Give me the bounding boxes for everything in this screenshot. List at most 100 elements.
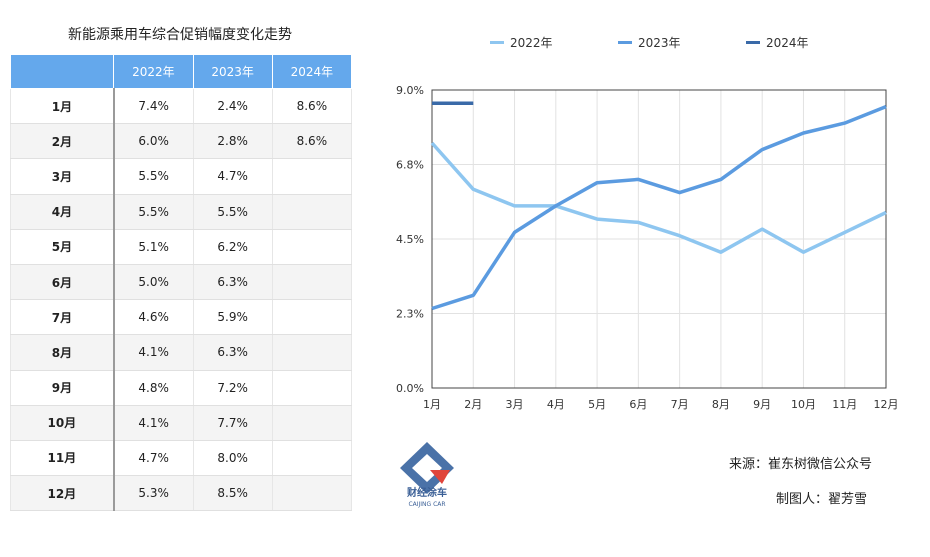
table-cell: 8.6% (272, 123, 353, 160)
table-row-header: 6月 (9, 264, 115, 301)
table-cell: 8.0% (193, 440, 273, 477)
table-cell: 7.4% (112, 88, 194, 125)
table-cell: 4.7% (193, 158, 273, 195)
table-cell (272, 370, 353, 406)
table-row: 12月 5.3% 8.5% (9, 475, 353, 512)
table-cell (272, 264, 353, 301)
table-cell: 5.5% (112, 158, 194, 195)
table-row: 4月 5.5% 5.5% (9, 194, 353, 230)
table-row-header: 2月 (9, 123, 115, 160)
table-cell: 2.8% (193, 123, 273, 160)
x-tick-label: 3月 (506, 398, 524, 411)
table-row-header: 4月 (9, 194, 115, 230)
table-cell: 4.7% (112, 440, 194, 477)
table-cell (272, 158, 353, 195)
legend-item-2024: 2024年 (746, 34, 809, 51)
legend-swatch (618, 41, 632, 44)
table-row-header: 1月 (9, 88, 115, 125)
line-chart: 0.0% 2.3% 4.5% 6.8% 9.0% 1月 2月 3月 4月 5月 6月 7月 8月 9月 10… (396, 84, 899, 411)
logo-text: 财经涂车 (406, 486, 447, 499)
table-cell: 5.0% (112, 264, 194, 301)
table-title: 新能源乘用车综合促销幅度变化走势 (68, 27, 292, 43)
table-cell (272, 194, 353, 230)
table-cell: 5.9% (193, 299, 273, 336)
x-tick-label: 1月 (423, 398, 441, 411)
legend-label: 2022年 (510, 36, 553, 50)
plot-frame (431, 89, 887, 389)
table-cell (272, 229, 353, 265)
table-cell: 2.4% (193, 88, 273, 125)
table-cell (272, 334, 353, 371)
table-header-cell: 2023年 (192, 54, 273, 89)
table-row-header: 9月 (9, 370, 115, 406)
table-header-cell (9, 54, 115, 89)
legend-swatch (746, 41, 760, 44)
y-tick-label: 0.0% (396, 382, 424, 395)
source-text: 来源：崔东树微信公众号 (729, 457, 873, 472)
x-tick-label: 4月 (547, 398, 565, 411)
table-row-header: 12月 (9, 475, 115, 512)
table-row: 10月 4.1% 7.7% (9, 405, 353, 441)
table-row-header: 10月 (9, 405, 115, 441)
table-cell: 5.5% (193, 194, 273, 230)
table-cell: 8.5% (193, 475, 273, 512)
table-cell: 4.1% (112, 334, 194, 371)
table-cell (272, 299, 353, 336)
logo-sub-text: CAIJING CAR (408, 501, 445, 508)
table-row: 7月 4.6% 5.9% (9, 299, 353, 336)
table-cell (272, 475, 353, 512)
table-cell: 6.3% (193, 334, 273, 371)
table-cell: 4.8% (112, 370, 194, 406)
x-tick-label: 6月 (629, 398, 647, 411)
table-header-row: 2022年 2023年 2024年 (9, 54, 353, 89)
x-tick-label: 8月 (712, 398, 730, 411)
table-cell: 8.6% (272, 88, 353, 125)
table-cell: 6.0% (112, 123, 194, 160)
table-cell (272, 405, 353, 441)
series-line-2022 (430, 141, 887, 254)
table-row: 11月 4.7% 8.0% (9, 440, 353, 477)
table-row: 8月 4.1% 6.3% (9, 334, 353, 371)
x-tick-label: 12月 (874, 398, 899, 411)
table-cell: 6.2% (193, 229, 273, 265)
table-row-header: 8月 (9, 334, 115, 371)
table-header-cell: 2022年 (113, 54, 194, 89)
table-row: 9月 4.8% 7.2% (9, 370, 353, 406)
legend-item-2023: 2023年 (618, 34, 681, 51)
table-cell: 5.3% (112, 475, 194, 512)
promotion-table: 2022年 2023年 2024年 1月 7.4% 2.4% 8.6% 2月 6.0% 2.… (9, 54, 353, 512)
y-tick-label: 6.8% (396, 159, 424, 172)
legend-item-2022: 2022年 (490, 34, 553, 51)
table-row-header: 5月 (9, 229, 115, 265)
table-row: 5月 5.1% 6.2% (9, 229, 353, 265)
x-tick-label: 11月 (832, 398, 857, 411)
y-tick-label: 2.3% (396, 308, 424, 321)
table-cell: 7.7% (193, 405, 273, 441)
table-cell: 5.1% (112, 229, 194, 265)
table-cell: 5.5% (112, 194, 194, 230)
legend-swatch (490, 41, 504, 44)
table-cell: 6.3% (193, 264, 273, 301)
table-row: 1月 7.4% 2.4% 8.6% (9, 88, 353, 125)
x-tick-label: 10月 (791, 398, 816, 411)
table-cell: 4.6% (112, 299, 194, 336)
author-text: 制图人：翟芳雪 (776, 492, 868, 507)
x-tick-label: 5月 (588, 398, 606, 411)
y-tick-label: 4.5% (396, 233, 424, 246)
x-tick-label: 9月 (753, 398, 771, 411)
x-tick-label: 2月 (464, 398, 482, 411)
series-line-2023 (431, 104, 887, 311)
table-header-cell: 2024年 (271, 54, 353, 89)
legend-label: 2024年 (766, 36, 809, 50)
table-row: 2月 6.0% 2.8% 8.6% (9, 123, 353, 160)
table-row: 6月 5.0% 6.3% (9, 264, 353, 301)
table-row: 3月 5.5% 4.7% (9, 158, 353, 195)
table-row-header: 3月 (9, 158, 115, 195)
table-cell: 7.2% (193, 370, 273, 406)
legend-label: 2023年 (638, 36, 681, 50)
table-cell: 4.1% (112, 405, 194, 441)
x-tick-label: 7月 (671, 398, 689, 411)
table-row-header: 11月 (9, 440, 115, 477)
caijing-car-logo: 财经涂车 CAIJING CAR (400, 442, 454, 508)
chart-legend: 2022年 2023年 2024年 (470, 34, 890, 54)
